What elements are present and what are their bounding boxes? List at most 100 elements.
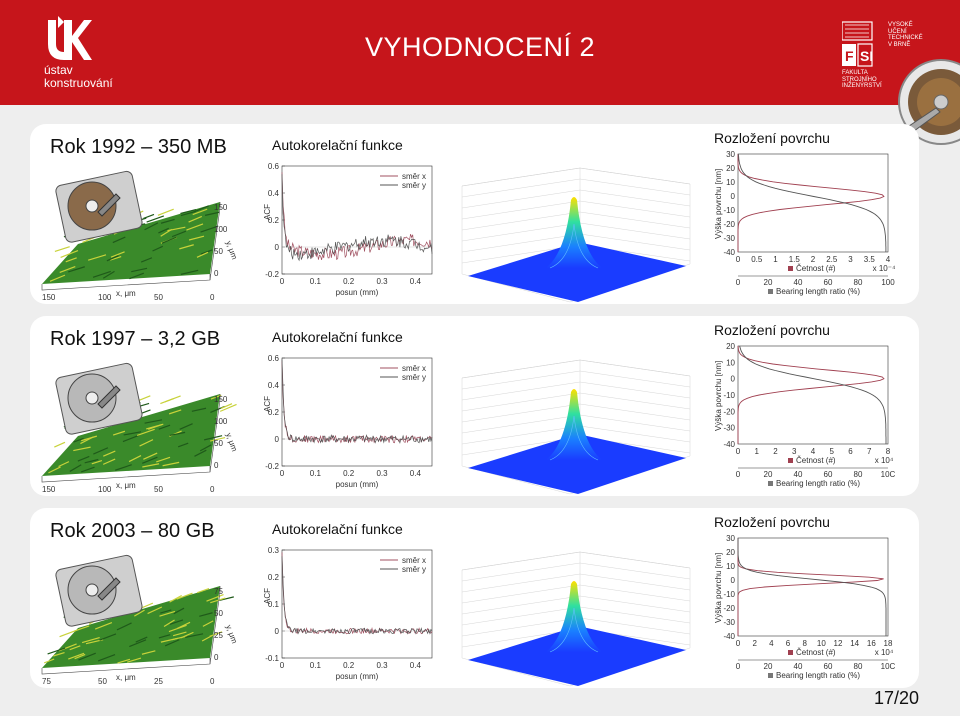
distribution-y-tick: 20 xyxy=(726,342,735,351)
hard-disk-corner-image xyxy=(896,58,960,150)
acf-title: Autokorelační funkce xyxy=(272,521,403,537)
distribution-x-tick: 7 xyxy=(867,447,872,456)
distribution-x-label-top: Četnost (#) xyxy=(796,456,836,465)
surface-x-tick: 50 xyxy=(154,293,163,302)
distribution-x-tick: 6 xyxy=(786,639,791,648)
distribution-y-tick: -10 xyxy=(723,391,735,400)
acf-x-label: posun (mm) xyxy=(336,288,379,297)
acf-series-y xyxy=(281,359,433,444)
distribution-bearing-tick: 10C xyxy=(881,662,896,671)
distribution-y-tick: -20 xyxy=(723,604,735,613)
fsi-line-2: UČENÍ xyxy=(888,28,907,35)
distribution-y-tick: -40 xyxy=(723,632,735,641)
distribution-x-label-top: Četnost (#) xyxy=(796,264,836,273)
acf-3d-surface xyxy=(461,167,691,303)
distribution-title: Rozložení povrchu xyxy=(714,514,830,530)
distribution-bearing-tick: 0 xyxy=(736,278,741,287)
uk-logo-icon xyxy=(48,16,92,60)
acf-x-tick: 0.1 xyxy=(310,661,322,670)
logo-text-line2: konstruování xyxy=(44,76,113,90)
distribution-y-tick: 30 xyxy=(726,534,735,543)
fsi-line-4: V BRNĚ xyxy=(888,41,911,48)
distribution-y-tick: -20 xyxy=(723,407,735,416)
acf-y-label: ACF xyxy=(263,396,272,412)
distribution-y-tick: -10 xyxy=(723,590,735,599)
distribution-y-tick: 30 xyxy=(726,150,735,159)
row-label: Rok 2003 – 80 GB xyxy=(50,520,215,542)
hard-disk-icon xyxy=(55,554,143,627)
surface-x-tick: 100 xyxy=(98,293,112,302)
header-bar: ústav konstruování VYHODNOCENÍ 2 F SI VY… xyxy=(0,0,960,105)
distribution-frequency-curve xyxy=(737,345,885,444)
acf-x-tick: 0.2 xyxy=(343,469,355,478)
distribution-y-tick: -40 xyxy=(723,440,735,449)
acf-legend-entry: směr y xyxy=(402,565,426,574)
distribution-x-tick: 3 xyxy=(792,447,797,456)
acf-x-tick: 0 xyxy=(280,469,285,478)
distribution-y-tick: 0 xyxy=(731,576,736,585)
distribution-y-label: Výška povrchu [nm] xyxy=(714,553,723,623)
distribution-bearing-tick: 60 xyxy=(824,662,833,671)
surface-plane xyxy=(42,394,220,476)
surface-x-tick: 50 xyxy=(154,485,163,494)
distribution-x-tick: 0 xyxy=(736,447,741,456)
distribution-y-tick: -30 xyxy=(723,234,735,243)
uk-logo: ústav konstruování xyxy=(44,16,134,96)
acf-x-tick: 0.4 xyxy=(410,469,422,478)
surface-y-tick: 100 xyxy=(214,417,228,426)
row-label: Rok 1997 – 3,2 GB xyxy=(50,328,221,350)
distribution-x-tick: 3 xyxy=(848,255,853,264)
hard-disk-icon xyxy=(55,170,143,243)
distribution-x-tick: 1 xyxy=(755,447,760,456)
distribution-x-tick: 1 xyxy=(773,255,778,264)
distribution-x-tick: 0 xyxy=(736,255,741,264)
surface-plane xyxy=(42,586,220,668)
hard-disk-icon xyxy=(55,362,143,435)
surface-x-label: x, μm xyxy=(116,481,136,490)
distribution-bearing-tick: 80 xyxy=(854,662,863,671)
distribution-y-tick: 20 xyxy=(726,548,735,557)
row-label: Rok 1992 – 350 MB xyxy=(50,136,227,158)
distribution-bearing-tick: 60 xyxy=(824,470,833,479)
distribution-bearing-curve xyxy=(737,153,887,252)
acf-y-tick: 0.3 xyxy=(268,546,280,555)
surface-y-label: y, μm xyxy=(224,240,239,261)
vut-fsi-logo-icon: F SI xyxy=(841,21,873,67)
distribution-x-tick: 18 xyxy=(884,639,893,648)
acf-x-label: posun (mm) xyxy=(336,480,379,489)
distribution-y-label: Výška povrchu [nm] xyxy=(714,169,723,239)
acf-series-y xyxy=(281,556,433,635)
distribution-exponent: x 10⁴ xyxy=(875,456,894,465)
acf-x-tick: 0.4 xyxy=(410,661,422,670)
surface-x-label: x, μm xyxy=(116,289,136,298)
page-number: 17/20 xyxy=(873,688,919,708)
distribution-y-tick: 20 xyxy=(726,164,735,173)
surface-y-label: y, μm xyxy=(224,432,239,453)
page-title: VYHODNOCENÍ 2 xyxy=(364,32,596,62)
surface-3d-peak xyxy=(546,389,602,460)
surface-y-tick: 0 xyxy=(214,269,219,278)
acf-legend-entry: směr x xyxy=(402,172,426,181)
distribution-exponent: x 10⁻⁴ xyxy=(873,264,896,273)
acf-y-tick: 0.2 xyxy=(268,573,280,582)
acf-y-tick: 0.1 xyxy=(268,600,280,609)
logo-text-line1: ústav xyxy=(44,63,73,77)
surface-y-tick: 0 xyxy=(214,461,219,470)
acf-y-tick: 0 xyxy=(275,435,280,444)
acf-x-label: posun (mm) xyxy=(336,672,379,681)
surface-y-tick: 0 xyxy=(214,653,219,662)
surface-y-tick: 50 xyxy=(214,247,223,256)
surface-3d-base xyxy=(468,242,686,302)
svg-text:F: F xyxy=(845,48,854,64)
surface-y-tick: 25 xyxy=(214,631,223,640)
fsi-faculty-1: FAKULTA xyxy=(842,70,868,76)
distribution-x-tick: 4 xyxy=(886,255,891,264)
distribution-bearing-tick: 60 xyxy=(824,278,833,287)
acf-legend-entry: směr x xyxy=(402,556,426,565)
distribution-x-tick: 0 xyxy=(736,639,741,648)
surface-x-tick: 0 xyxy=(210,677,215,686)
